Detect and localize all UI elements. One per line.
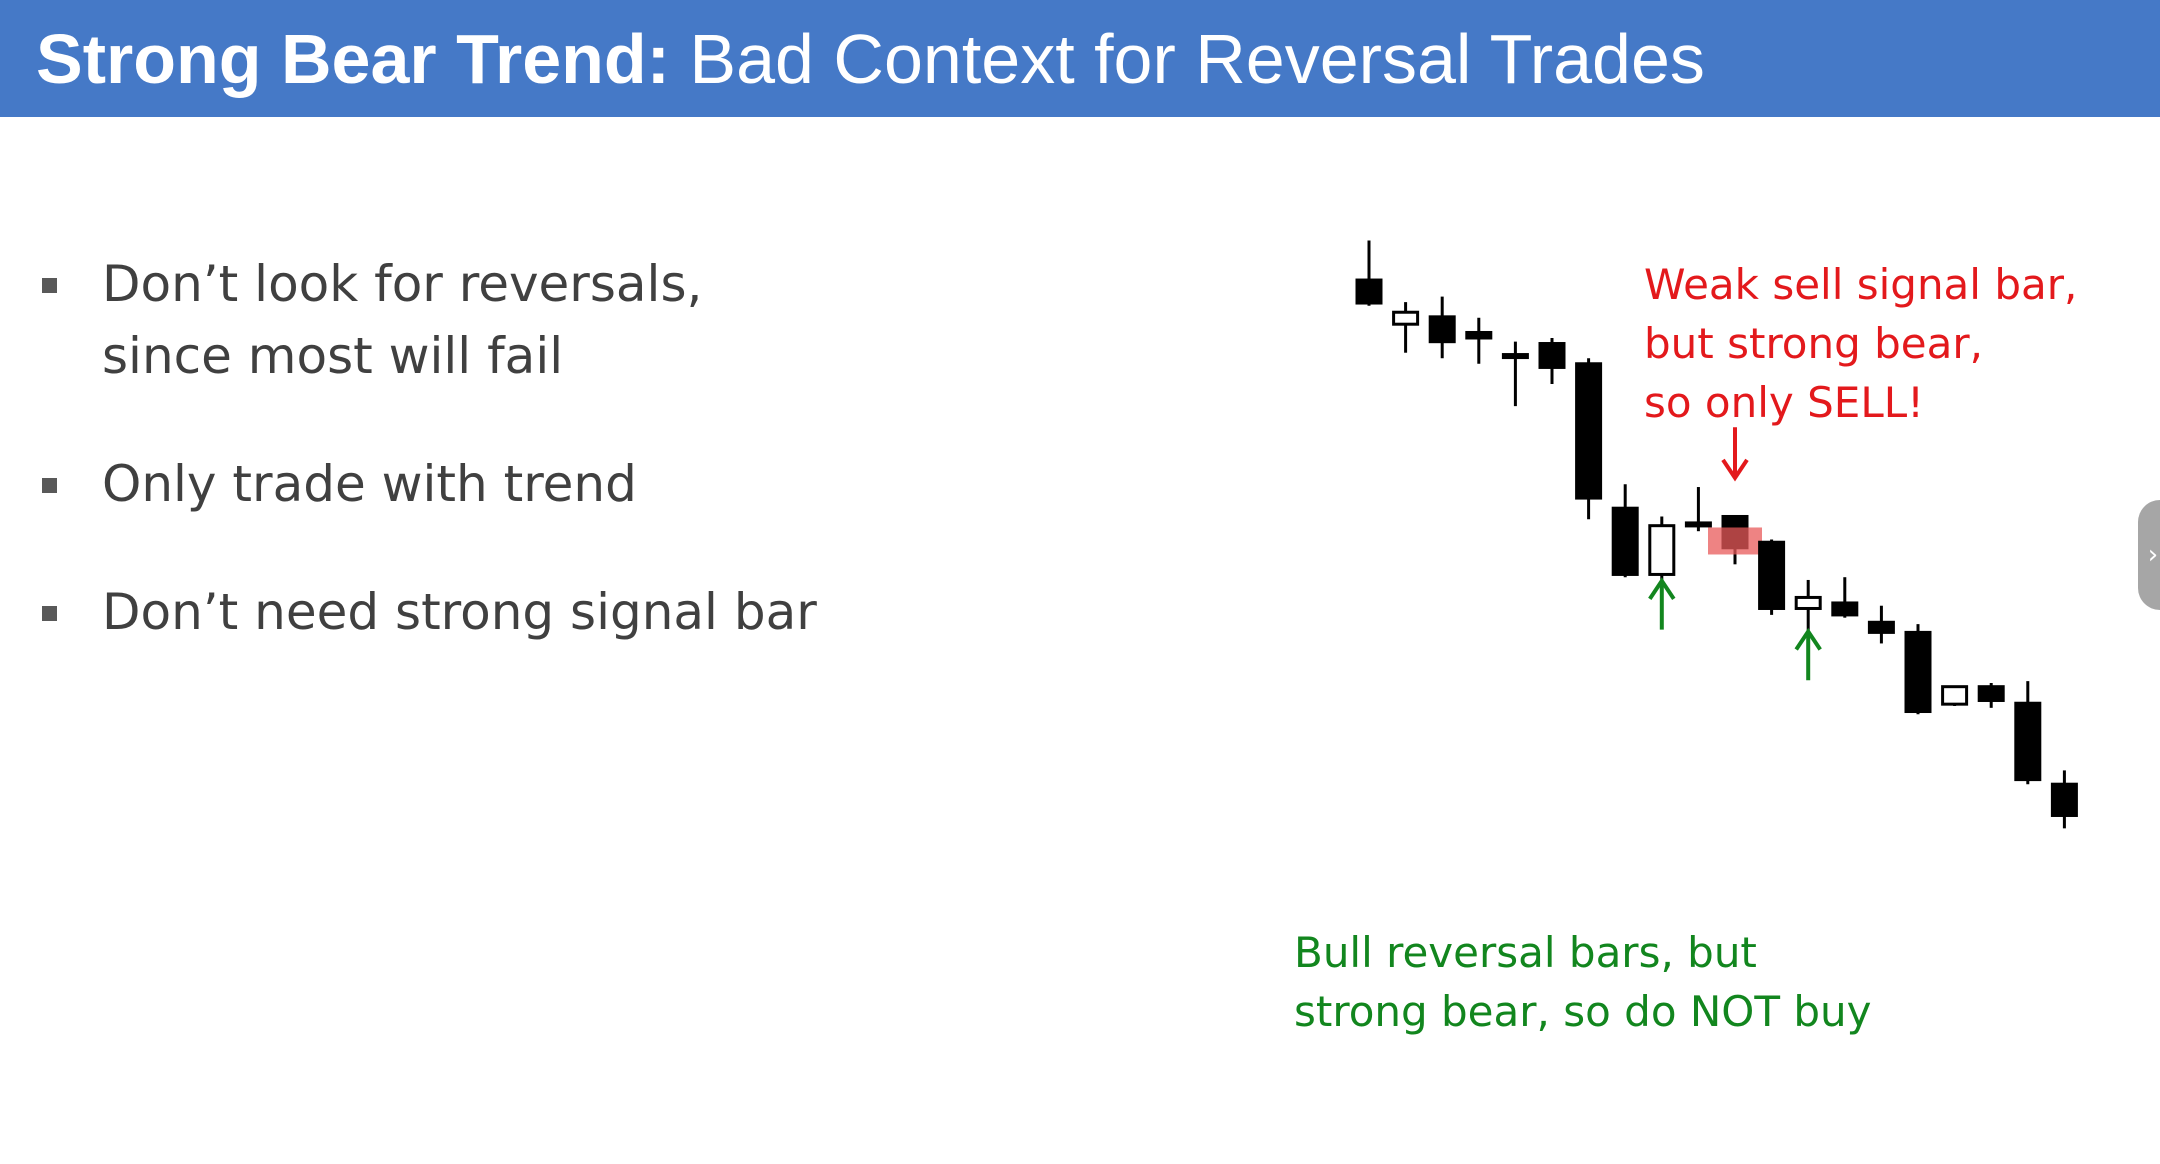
bullet-list: Don’t look for reversals, since most wil… bbox=[38, 248, 1188, 704]
bullet-line: since most will fail bbox=[102, 327, 564, 385]
square-bullet-icon bbox=[42, 478, 57, 493]
bear-candle-body bbox=[1904, 630, 1932, 714]
square-bullet-icon bbox=[42, 606, 57, 621]
chevron-right-icon: › bbox=[2147, 540, 2159, 570]
bear-candle-body bbox=[1758, 540, 1786, 610]
bear-candle-body bbox=[2050, 782, 2078, 817]
bullet-item: Don’t need strong signal bar bbox=[38, 576, 1188, 648]
bull-candle-body bbox=[1794, 595, 1822, 610]
buy-arrow-icon bbox=[1794, 627, 1822, 681]
bullet-item: Only trade with trend bbox=[38, 448, 1188, 520]
title-bar: Strong Bear Trend: Bad Context for Rever… bbox=[0, 0, 2160, 117]
bull-candle-body bbox=[1941, 685, 1969, 706]
bear-candle-body bbox=[1538, 342, 1566, 369]
sell-arrow-icon bbox=[1721, 427, 1749, 482]
annotation-line: Bull reversal bars, but bbox=[1294, 928, 1757, 977]
annotation-line: Weak sell signal bar, bbox=[1644, 260, 2078, 309]
bull-candle-body bbox=[1392, 310, 1420, 326]
bear-candle-body bbox=[1575, 362, 1603, 500]
bullet-line: Don’t need strong signal bar bbox=[102, 583, 817, 641]
annotation-line: so only SELL! bbox=[1644, 378, 1924, 427]
bear-candle-body bbox=[2014, 701, 2042, 782]
bear-candle-body bbox=[1977, 685, 2005, 702]
bullet-line: Only trade with trend bbox=[102, 455, 637, 513]
annotation-line: strong bear, so do NOT buy bbox=[1294, 987, 1872, 1036]
bear-candle-body bbox=[1465, 330, 1493, 340]
bear-candle-body bbox=[1684, 521, 1712, 528]
bear-candle-body bbox=[1611, 506, 1639, 576]
bullet-line: Don’t look for reversals, bbox=[102, 255, 703, 313]
bullet-item: Don’t look for reversals, since most wil… bbox=[38, 248, 1188, 392]
bear-candle-body bbox=[1831, 601, 1859, 617]
buy-arrow-icon bbox=[1648, 577, 1676, 630]
title-bold: Strong Bear Trend: bbox=[36, 19, 670, 98]
bear-candle-body bbox=[1867, 620, 1895, 634]
bear-candle-body bbox=[1501, 353, 1529, 360]
bear-candle-body bbox=[1428, 315, 1456, 344]
square-bullet-icon bbox=[42, 278, 57, 293]
title-rest: Bad Context for Reversal Trades bbox=[689, 19, 1705, 98]
buy-annotation: Bull reversal bars, but strong bear, so … bbox=[1294, 923, 1871, 1041]
candlestick-chart bbox=[1355, 240, 2078, 829]
signal-bar-highlight bbox=[1708, 527, 1762, 555]
bull-candle-body bbox=[1648, 524, 1676, 576]
sell-annotation: Weak sell signal bar, but strong bear, s… bbox=[1644, 255, 2077, 432]
annotation-line: but strong bear, bbox=[1644, 319, 1983, 368]
side-panel-toggle[interactable]: › bbox=[2138, 500, 2160, 610]
bear-candle-body bbox=[1355, 278, 1383, 305]
